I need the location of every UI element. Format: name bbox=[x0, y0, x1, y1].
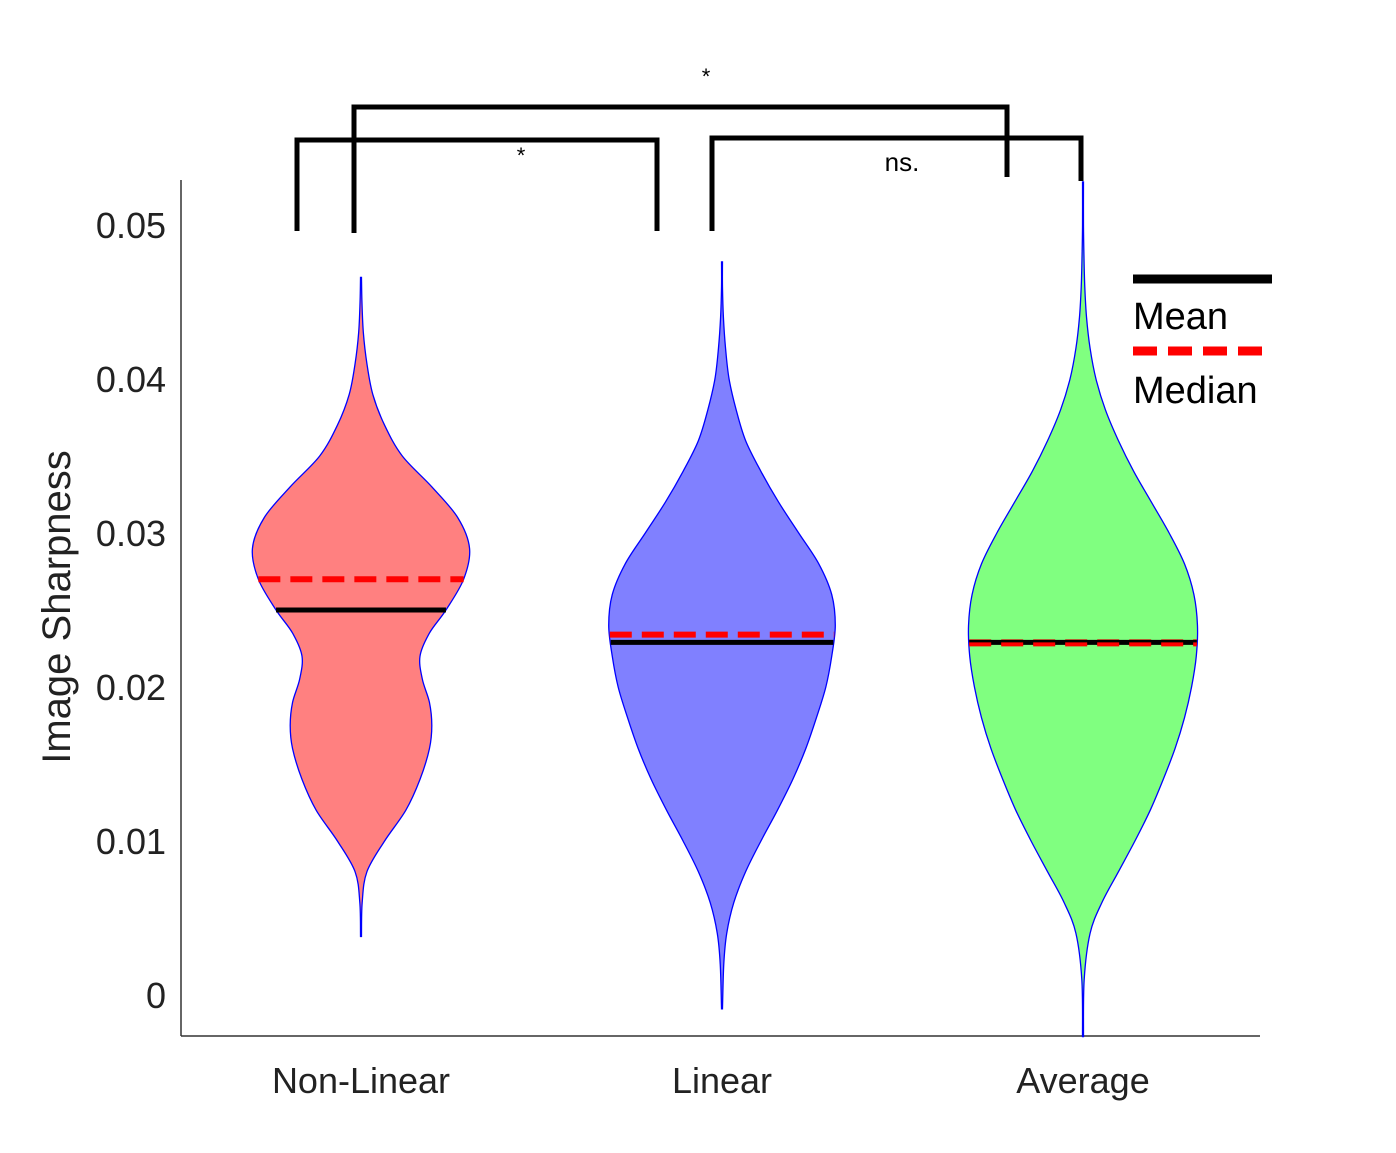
axes: Image Sharpness bbox=[35, 180, 1260, 1037]
y-tick-label: 0 bbox=[146, 975, 166, 1016]
y-tick-label: 0.04 bbox=[96, 359, 166, 400]
y-tick-label: 0.02 bbox=[96, 667, 166, 708]
stat-lines bbox=[258, 576, 1197, 647]
y-tick-label: 0.03 bbox=[96, 513, 166, 554]
legend-mean-label: Mean bbox=[1133, 296, 1228, 338]
violin-average bbox=[967, 181, 1199, 1038]
y-tick-label: 0.01 bbox=[96, 821, 166, 862]
x-tick-label: Non-Linear bbox=[272, 1060, 450, 1101]
tick-labels: 0 0.01 0.02 0.03 0.04 0.05 Non-Linear Linear Ave… bbox=[96, 205, 1150, 1101]
significance-label: * bbox=[517, 143, 526, 168]
significance-brackets: * ns. * bbox=[294, 64, 1084, 233]
y-axis-label: Image Sharpness bbox=[35, 450, 79, 764]
x-tick-label: Average bbox=[1016, 1060, 1149, 1101]
x-tick-label: Linear bbox=[672, 1060, 772, 1101]
significance-label: ns. bbox=[885, 147, 920, 177]
y-tick-label: 0.05 bbox=[96, 205, 166, 246]
violin-non-linear bbox=[251, 276, 471, 938]
legend: Mean Median bbox=[1133, 274, 1272, 412]
significance-label: * bbox=[702, 64, 711, 89]
significance-bracket bbox=[294, 137, 660, 231]
legend-median-label: Median bbox=[1133, 370, 1258, 412]
significance-bracket bbox=[351, 104, 1010, 233]
significance-bracket bbox=[709, 135, 1084, 231]
